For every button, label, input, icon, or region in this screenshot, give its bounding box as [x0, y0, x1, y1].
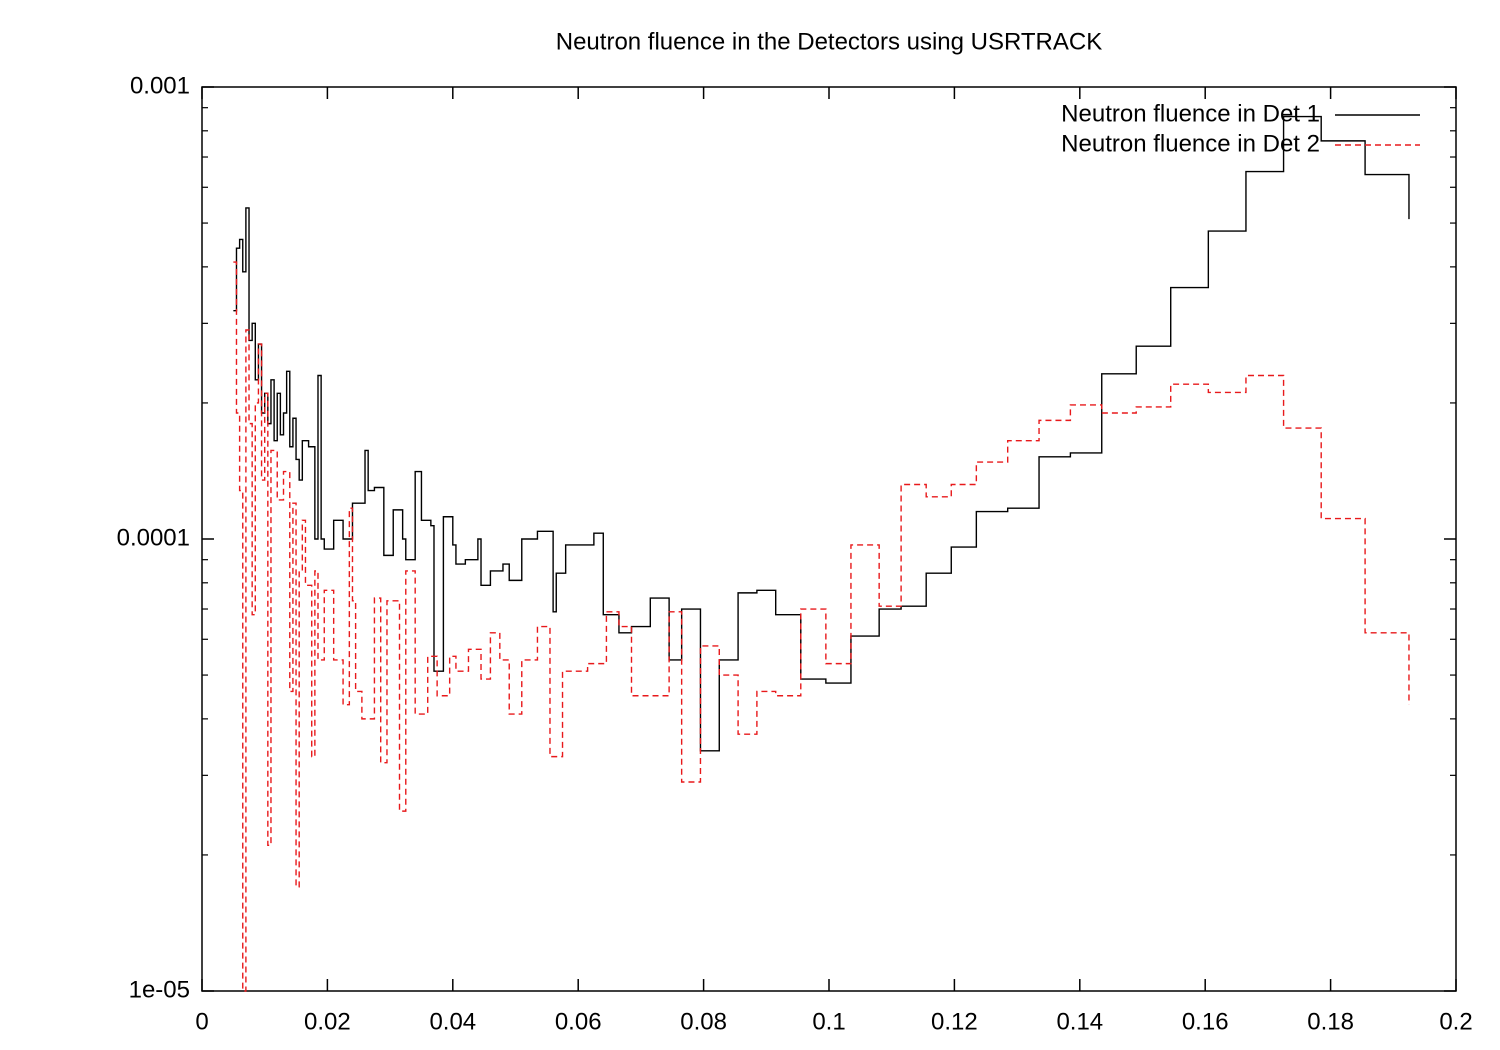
y-tick-label: 0.0001: [117, 524, 190, 551]
x-tick-label: 0.16: [1182, 1008, 1229, 1035]
x-tick-label: 0.04: [429, 1008, 476, 1035]
series-line: [233, 261, 1410, 992]
x-tick-label: 0: [195, 1008, 208, 1035]
x-tick-label: 0.2: [1439, 1008, 1472, 1035]
series-line: [233, 115, 1410, 752]
x-tick-label: 0.1: [812, 1008, 845, 1035]
x-tick-label: 0.08: [680, 1008, 727, 1035]
legend-label: Neutron fluence in Det 1: [1061, 100, 1320, 127]
y-tick-label: 1e-05: [129, 976, 190, 1003]
y-tick-label: 0.001: [130, 72, 190, 99]
plot-frame: [201, 86, 1457, 992]
x-tick-label: 0.02: [304, 1008, 351, 1035]
legend-label: Neutron fluence in Det 2: [1061, 130, 1320, 157]
x-tick-label: 0.18: [1307, 1008, 1354, 1035]
chart-title: Neutron fluence in the Detectors using U…: [556, 28, 1102, 55]
x-tick-label: 0.14: [1056, 1008, 1103, 1035]
x-tick-label: 0.06: [555, 1008, 602, 1035]
x-tick-label: 0.12: [931, 1008, 978, 1035]
